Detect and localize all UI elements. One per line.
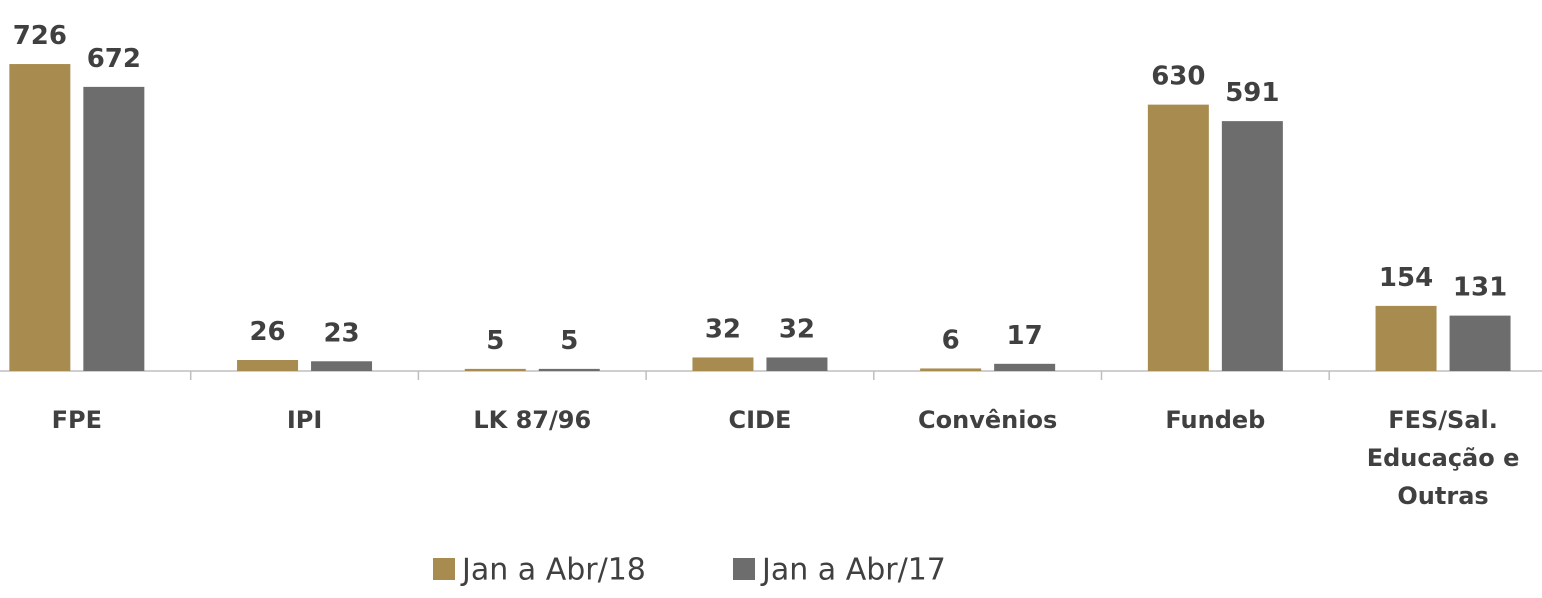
bar xyxy=(692,357,754,371)
bar xyxy=(1221,121,1283,371)
value-label: 154 xyxy=(1379,263,1433,293)
x-tick-label: FPE xyxy=(51,406,103,434)
bar xyxy=(464,368,526,371)
legend-label: Jan a Abr/18 xyxy=(460,553,646,588)
value-label: 32 xyxy=(779,314,815,344)
value-label: 23 xyxy=(323,318,359,348)
bar xyxy=(920,368,982,371)
bar xyxy=(237,360,299,371)
legend-swatch xyxy=(433,558,455,580)
bar xyxy=(766,357,828,371)
x-tick-label: LK 87/96 xyxy=(473,406,592,434)
x-tick-label: Fundeb xyxy=(1165,406,1266,434)
bar xyxy=(994,363,1056,371)
value-label: 5 xyxy=(486,326,504,356)
value-label: 726 xyxy=(13,21,67,51)
value-label: 630 xyxy=(1151,62,1205,92)
bar xyxy=(1449,315,1511,371)
bar xyxy=(9,64,71,371)
value-label: 6 xyxy=(942,325,960,355)
x-tick-label: IPI xyxy=(286,406,323,434)
x-tick-label: FES/Sal. Educação e Outras xyxy=(1366,406,1520,510)
bar xyxy=(83,86,145,371)
bar xyxy=(538,368,600,371)
bar xyxy=(1375,305,1437,371)
value-label: 672 xyxy=(87,44,141,74)
value-label: 5 xyxy=(560,326,578,356)
x-tick-label: Convênios xyxy=(918,406,1058,434)
x-tick-label: CIDE xyxy=(728,406,792,434)
value-label: 131 xyxy=(1453,273,1507,303)
value-label: 591 xyxy=(1225,78,1279,108)
value-label: 32 xyxy=(705,314,741,344)
legend-label: Jan a Abr/17 xyxy=(760,553,946,588)
value-label: 26 xyxy=(249,317,285,347)
bar xyxy=(311,361,373,371)
legend-swatch xyxy=(733,558,755,580)
value-label: 17 xyxy=(1007,321,1043,351)
bar xyxy=(1147,104,1209,372)
